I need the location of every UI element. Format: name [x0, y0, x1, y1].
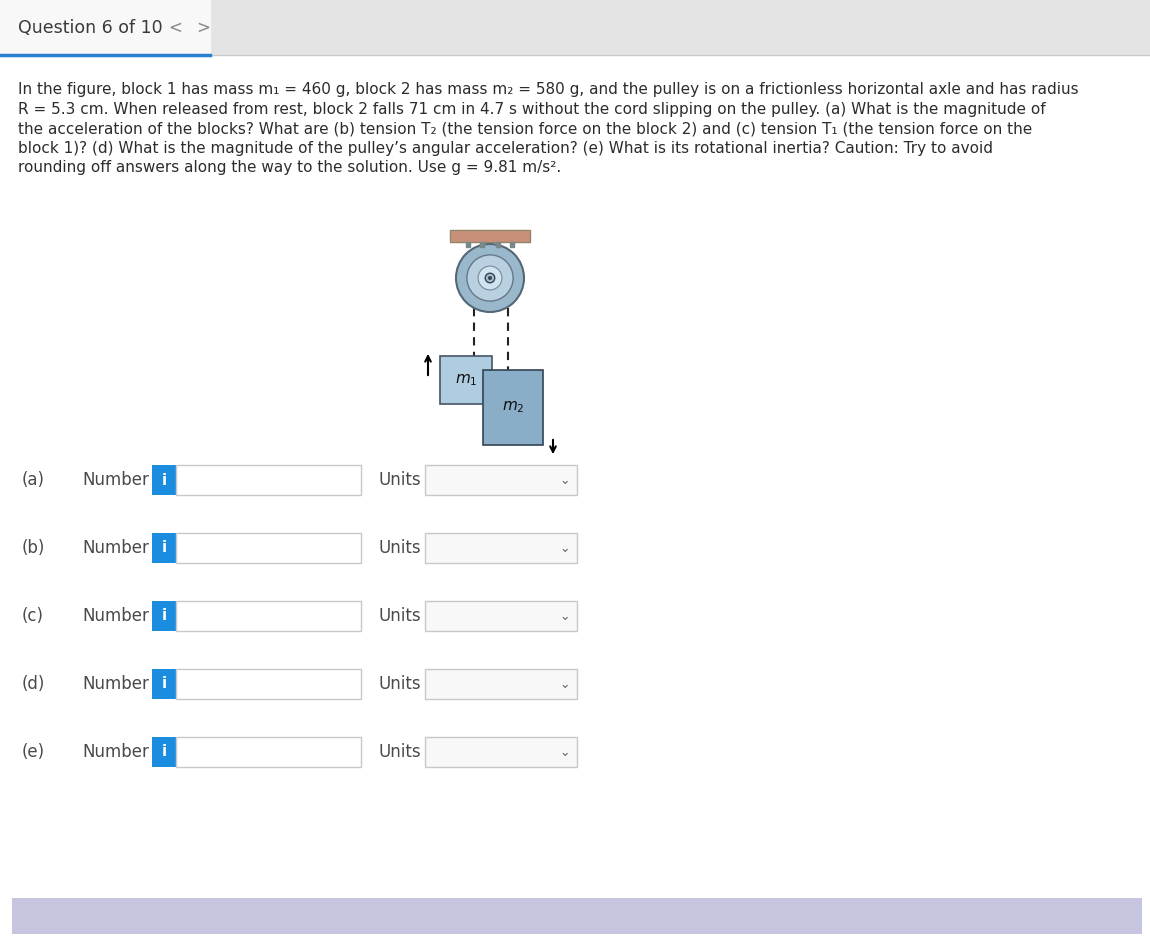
Text: Number: Number	[82, 675, 148, 693]
Bar	[426, 465, 577, 495]
Text: In the figure, block 1 has mass m₁ = 460 g, block 2 has mass m₂ = 580 g, and the: In the figure, block 1 has mass m₁ = 460…	[18, 82, 1079, 97]
Bar	[426, 533, 577, 563]
Bar	[152, 669, 176, 699]
Bar	[152, 533, 176, 563]
Bar	[210, 0, 1150, 55]
Text: Units: Units	[380, 675, 422, 693]
Text: Number: Number	[82, 607, 148, 625]
Text: (b): (b)	[22, 539, 45, 557]
Text: i: i	[161, 609, 167, 624]
Text: rounding off answers along the way to the solution. Use g = 9.81 m/s².: rounding off answers along the way to th…	[18, 160, 561, 175]
Text: Number: Number	[82, 743, 148, 761]
Bar	[509, 242, 514, 247]
Text: Units: Units	[380, 607, 422, 625]
Bar	[176, 465, 361, 495]
Text: ⌄: ⌄	[560, 541, 570, 555]
Text: ⌄: ⌄	[560, 745, 570, 758]
Bar	[176, 601, 361, 631]
Text: ⌄: ⌄	[560, 610, 570, 623]
Circle shape	[467, 255, 513, 301]
Text: ⌄: ⌄	[560, 473, 570, 486]
Text: Number: Number	[82, 539, 148, 557]
Text: Question 6 of 10: Question 6 of 10	[18, 19, 162, 37]
Bar	[176, 669, 361, 699]
Text: R = 5.3 cm. When released from rest, block 2 falls 71 cm in 4.7 s without the co: R = 5.3 cm. When released from rest, blo…	[18, 101, 1045, 117]
Bar	[426, 737, 577, 767]
Text: Number: Number	[82, 471, 148, 489]
Text: i: i	[161, 744, 167, 759]
Bar	[450, 230, 530, 242]
Bar	[440, 356, 492, 404]
Text: i: i	[161, 677, 167, 691]
Text: block 1)? (d) What is the magnitude of the pulley’s angular acceleration? (e) Wh: block 1)? (d) What is the magnitude of t…	[18, 140, 992, 155]
Circle shape	[457, 244, 524, 312]
Bar	[12, 898, 1142, 934]
Bar	[426, 669, 577, 699]
Text: (a): (a)	[22, 471, 45, 489]
Circle shape	[478, 266, 501, 290]
Bar	[0, 0, 210, 55]
Text: ⌄: ⌄	[560, 678, 570, 690]
Text: Units: Units	[380, 471, 422, 489]
Bar	[152, 601, 176, 631]
Text: (d): (d)	[22, 675, 45, 693]
Text: i: i	[161, 540, 167, 556]
Bar	[152, 737, 176, 767]
Bar	[152, 465, 176, 495]
Text: Units: Units	[380, 539, 422, 557]
Circle shape	[485, 273, 494, 283]
Text: $m_2$: $m_2$	[501, 400, 524, 415]
Text: <: <	[168, 19, 182, 37]
Text: Units: Units	[380, 743, 422, 761]
Circle shape	[489, 276, 492, 280]
Bar	[0, 0, 1150, 55]
Text: >: >	[196, 19, 210, 37]
Text: (e): (e)	[22, 743, 45, 761]
Text: $m_1$: $m_1$	[454, 373, 477, 388]
Text: (c): (c)	[22, 607, 44, 625]
Bar	[176, 533, 361, 563]
Bar	[426, 601, 577, 631]
Bar	[466, 242, 470, 247]
Bar	[480, 242, 484, 247]
Bar	[483, 370, 543, 445]
Bar	[450, 230, 530, 242]
Text: the acceleration of the blocks? What are (b) tension T₂ (the tension force on th: the acceleration of the blocks? What are…	[18, 121, 1033, 136]
Bar	[496, 242, 500, 247]
Bar	[176, 737, 361, 767]
Text: i: i	[161, 472, 167, 487]
